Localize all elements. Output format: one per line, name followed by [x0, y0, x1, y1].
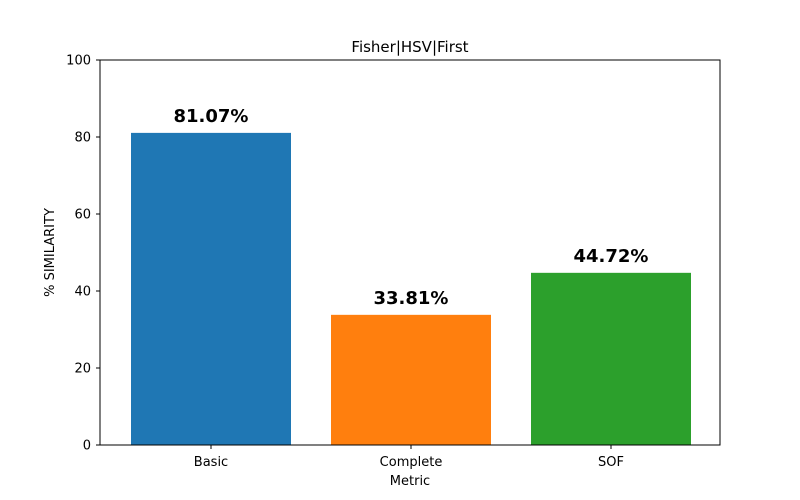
x-axis: Basic Complete SOF — [194, 445, 624, 470]
data-label-sof: 44.72% — [574, 246, 649, 267]
x-tick-label-sof: SOF — [598, 455, 624, 470]
data-labels-group: 81.07% 33.81% 44.72% — [174, 106, 649, 309]
y-tick-label-100: 100 — [66, 54, 91, 69]
y-tick-label-0: 0 — [83, 439, 91, 454]
y-tick-label-60: 60 — [74, 208, 91, 223]
x-axis-label: Metric — [390, 474, 430, 489]
bar-basic — [131, 132, 291, 445]
x-tick-label-basic: Basic — [194, 455, 228, 470]
y-axis-label: % SIMILARITY — [43, 208, 58, 297]
x-tick-label-complete: Complete — [380, 455, 443, 470]
data-label-complete: 33.81% — [374, 288, 449, 309]
y-axis: 0 20 40 60 80 100 — [66, 54, 100, 454]
bars-group — [131, 132, 691, 445]
data-label-basic: 81.07% — [174, 106, 249, 127]
bar-complete — [331, 314, 491, 445]
y-tick-label-80: 80 — [74, 131, 91, 146]
chart-title: Fisher|HSV|First — [351, 38, 468, 56]
bar-sof — [531, 272, 691, 445]
plot-area-frame — [99, 59, 721, 446]
y-tick-label-20: 20 — [74, 362, 91, 377]
y-tick-label-40: 40 — [74, 285, 91, 300]
